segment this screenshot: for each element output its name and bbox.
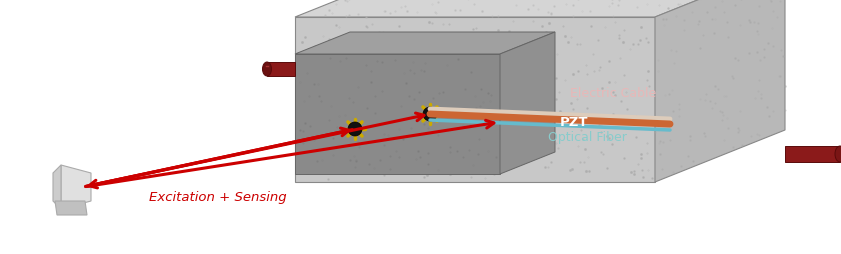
Ellipse shape [835,146,841,162]
Text: PZT: PZT [560,115,589,128]
Polygon shape [295,0,785,18]
Polygon shape [295,18,655,182]
Text: Electric Cable: Electric Cable [570,86,656,99]
Polygon shape [267,63,295,77]
Ellipse shape [423,108,437,121]
Ellipse shape [262,63,272,77]
Polygon shape [61,165,91,209]
Text: Excitation + Sensing: Excitation + Sensing [149,191,287,204]
Polygon shape [295,55,500,174]
Polygon shape [655,0,785,182]
Polygon shape [55,201,87,215]
Polygon shape [500,33,555,174]
Polygon shape [785,146,840,162]
Ellipse shape [348,122,362,136]
Text: Optical Fiber: Optical Fiber [548,131,627,144]
Polygon shape [295,33,555,55]
Polygon shape [53,165,61,209]
